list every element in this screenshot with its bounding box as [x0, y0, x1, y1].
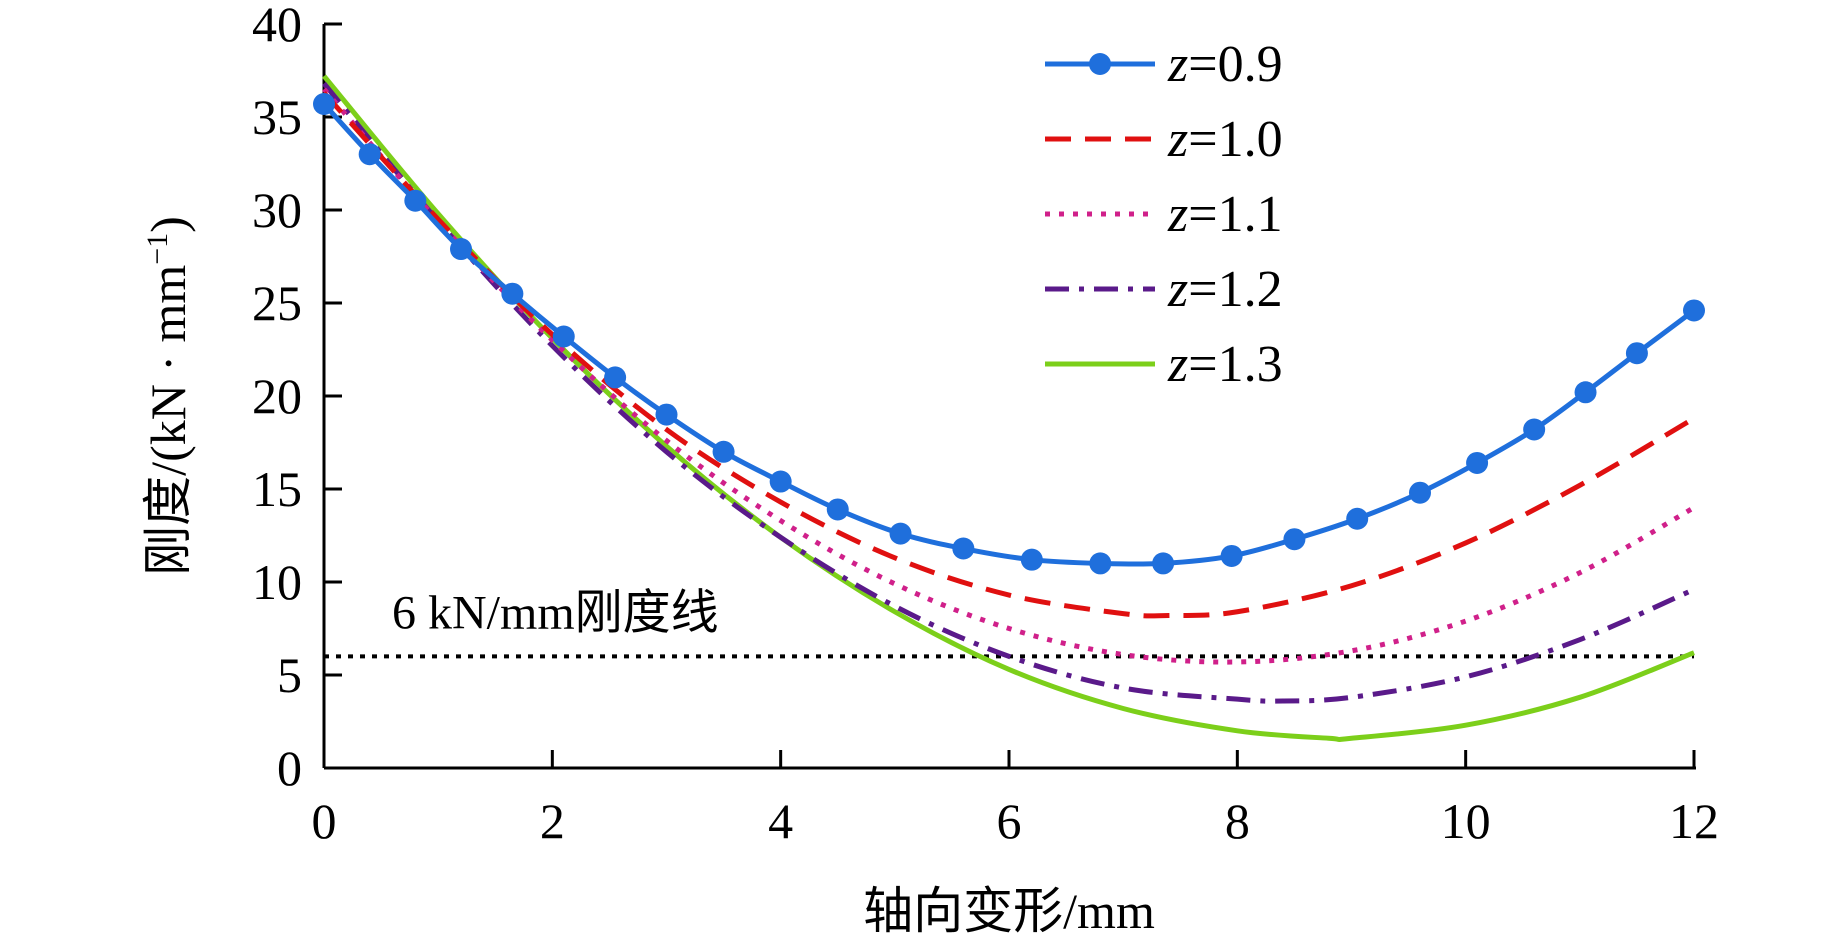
data-point-z=0.9	[712, 440, 735, 463]
data-point-z=0.9	[1409, 481, 1431, 504]
series-line-z=1.0	[322, 91, 1696, 619]
data-point-z=0.9	[952, 537, 975, 560]
data-point-z=0.9	[1346, 507, 1369, 530]
data-point-z=0.9	[313, 92, 335, 115]
data-point-z=0.9	[501, 282, 524, 305]
x-tick-label: 12	[1669, 793, 1719, 849]
x-tick-label: 10	[1441, 793, 1491, 849]
x-axis-label: 轴向变形/mm	[863, 883, 1155, 939]
data-point-z=0.9	[552, 325, 575, 348]
data-point-z=0.9	[889, 522, 912, 545]
data-point-z=0.9	[1683, 299, 1705, 322]
series-line-z=0.9	[322, 102, 1696, 567]
x-tick-label: 6	[997, 793, 1022, 849]
data-point-z=0.9	[769, 470, 792, 493]
legend-label-z=1.2: z=1.2	[1167, 261, 1283, 318]
data-point-z=0.9	[1574, 381, 1597, 404]
legend-marker-z=0.9	[1089, 53, 1111, 75]
data-point-z=0.9	[655, 403, 678, 426]
legend-label-z=1.3: z=1.3	[1167, 336, 1283, 393]
y-tick-label: 30	[252, 182, 302, 238]
data-point-z=0.9	[358, 143, 381, 166]
legend-label-z=1.1: z=1.1	[1167, 186, 1283, 243]
data-point-z=0.9	[1466, 451, 1489, 474]
data-point-z=0.9	[1020, 548, 1043, 571]
data-point-z=0.9	[450, 238, 472, 261]
data-point-z=0.9	[1625, 342, 1648, 365]
series-line-z=1.3	[322, 74, 1695, 743]
reference-line-label: 6 kN/mm刚度线	[392, 586, 719, 639]
data-point-z=0.9	[1523, 418, 1546, 441]
y-tick-label: 40	[252, 0, 302, 52]
y-tick-label: 25	[252, 275, 302, 331]
y-tick-label: 35	[252, 89, 302, 145]
data-point-z=0.9	[826, 498, 849, 521]
x-tick-label: 2	[540, 793, 565, 849]
data-point-z=0.9	[604, 366, 627, 389]
data-point-z=0.9	[404, 189, 427, 212]
y-tick-label: 20	[252, 368, 302, 424]
data-point-z=0.9	[1283, 528, 1306, 551]
y-tick-label: 10	[252, 554, 302, 610]
y-axis-label: 刚度/(kN · mm−1)	[140, 216, 196, 576]
x-tick-label: 8	[1225, 793, 1250, 849]
x-tick-label: 0	[312, 793, 337, 849]
series-line-z=1.2	[322, 81, 1696, 704]
data-point-z=0.9	[1152, 552, 1175, 575]
legend-label-z=0.9: z=0.9	[1167, 36, 1283, 93]
legend-label-z=1.0: z=1.0	[1167, 111, 1283, 168]
y-tick-label: 5	[277, 647, 302, 703]
x-tick-label: 4	[768, 793, 793, 849]
series-line-z=1.1	[322, 87, 1696, 665]
data-point-z=0.9	[1220, 544, 1243, 567]
y-tick-label: 0	[277, 740, 302, 796]
y-tick-label: 15	[252, 461, 302, 517]
data-point-z=0.9	[1089, 552, 1112, 575]
